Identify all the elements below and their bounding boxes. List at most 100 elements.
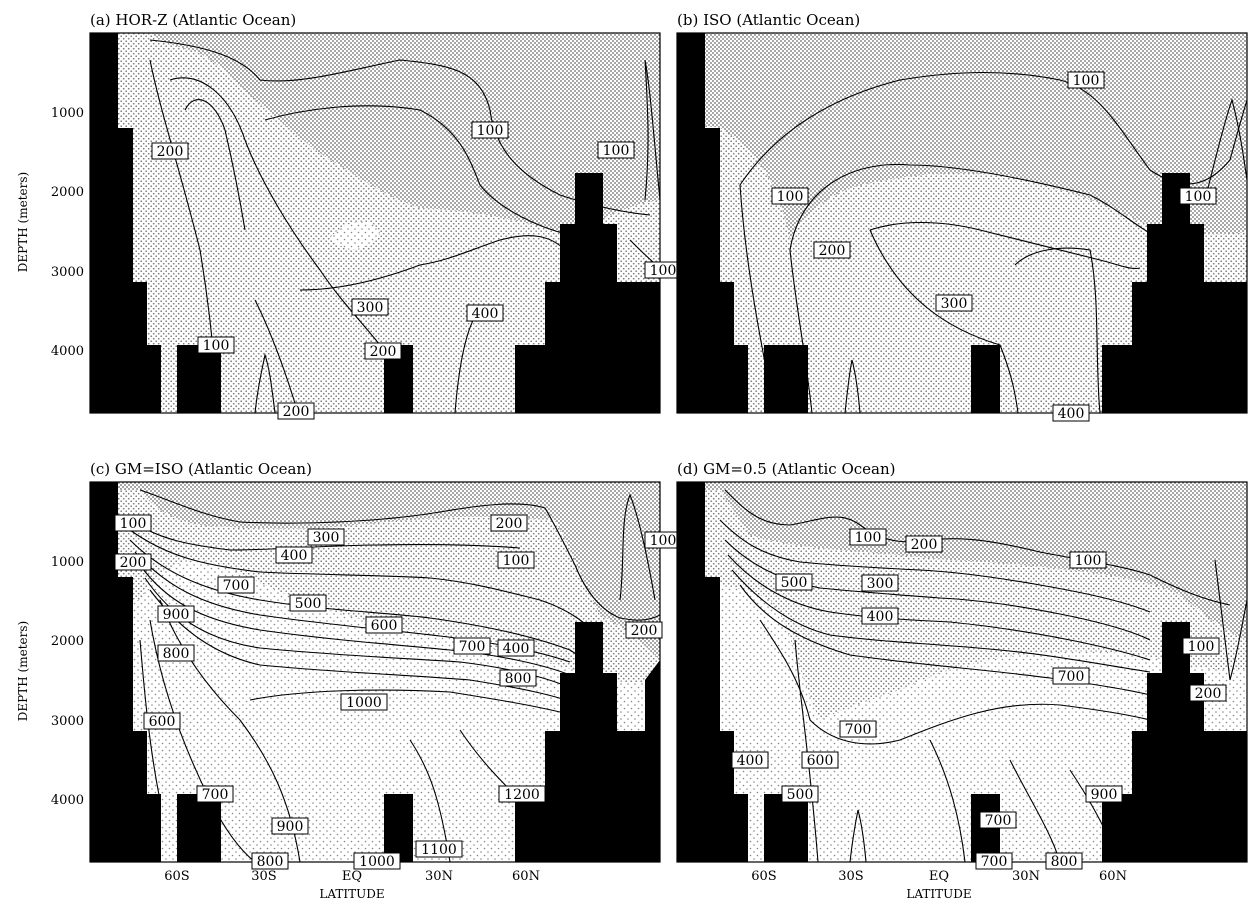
panel-d-xtick-label: EQ	[929, 869, 949, 884]
panel-b-contour-400	[1014, 247, 1101, 414]
panel-c-xticks: 60S 30S EQ 30N 60N	[164, 869, 540, 884]
contour-label: 100	[771, 187, 809, 205]
panel-b-land	[677, 33, 1247, 413]
panel-d: (d) GM=0.5 (Atlantic Ocean) 60	[676, 460, 1248, 901]
contour-label-text: 600	[371, 618, 398, 634]
panel-c-land-north	[515, 622, 660, 862]
contour-label: 300	[307, 528, 345, 546]
contour-label: 100	[471, 121, 509, 139]
panel-c-contour-900	[159, 599, 301, 863]
contour-label: 700	[217, 576, 255, 594]
panel-b-land-north	[1102, 173, 1247, 413]
contour-label: 400	[275, 546, 313, 564]
contour-label: 500	[781, 785, 819, 803]
panel-d-contour-100-right	[1214, 559, 1248, 681]
contour-label: 700	[1052, 667, 1090, 685]
panel-a-contour-200-inner	[184, 99, 246, 231]
contour-label-text: 800	[505, 671, 532, 687]
panel-a-land-north	[515, 173, 660, 413]
contour-label: 300	[351, 298, 389, 316]
panel-d-contour-200	[719, 519, 1151, 613]
contour-label-text: 700	[459, 639, 486, 655]
panel-d-land-north	[1102, 622, 1247, 862]
panel-a-title: (a) HOR-Z (Atlantic Ocean)	[90, 11, 296, 29]
panel-a-ytick-label: 3000	[51, 265, 84, 280]
contour-label-text: 100	[120, 516, 147, 532]
contour-label-text: 900	[277, 819, 304, 835]
contour-label: 100	[197, 336, 235, 354]
panel-a-contour-400	[299, 235, 566, 291]
contour-label-text: 100	[203, 338, 230, 354]
contour-label: 100	[644, 261, 682, 279]
contour-label-text: 100	[650, 533, 677, 549]
contour-label-text: 600	[807, 753, 834, 769]
panel-c-ytick-label: 4000	[51, 793, 84, 808]
contour-label: 500	[775, 573, 813, 591]
panel-d-xtick-label: 60S	[751, 869, 776, 884]
panel-a-contour-300-lower	[254, 299, 299, 414]
panel-a-low-region	[90, 33, 660, 232]
panel-d-xtick-label: 30N	[1012, 869, 1040, 884]
panel-c-xtick-label: 30S	[251, 869, 276, 884]
contour-label: 800	[1045, 852, 1083, 870]
contour-label-text: 900	[1091, 787, 1118, 803]
contour-label-text: 500	[295, 596, 322, 612]
contour-label-text: 200	[496, 516, 523, 532]
contour-label: 100	[1067, 71, 1105, 89]
panel-b-contour-100-right	[1204, 98, 1248, 201]
panel-d-land-ridge-south	[764, 794, 808, 862]
panel-d-title: (d) GM=0.5 (Atlantic Ocean)	[677, 460, 895, 478]
contour-label-text: 100	[650, 263, 677, 279]
panel-c-land-south	[90, 482, 161, 862]
panel-b-frame	[676, 32, 1248, 414]
contour-label-text: 800	[163, 646, 190, 662]
contour-label-text: 400	[281, 548, 308, 564]
contour-label-text: 200	[631, 623, 658, 639]
contour-label-text: 1100	[421, 842, 457, 858]
contour-label-text: 800	[1051, 854, 1078, 870]
contour-label: 1200	[498, 785, 546, 803]
contour-label: 100	[849, 528, 887, 546]
panel-d-low-region	[677, 482, 1247, 640]
panel-c-ylabel: DEPTH (meters)	[16, 621, 30, 721]
contour-label-text: 100	[777, 189, 804, 205]
panel-d-land-south	[677, 482, 748, 862]
contour-label: 400	[861, 607, 899, 625]
contour-label: 200	[151, 142, 189, 160]
contour-label-text: 100	[1185, 189, 1212, 205]
contour-label: 700	[979, 811, 1017, 829]
contour-label: 100	[114, 514, 152, 532]
panel-b-title: (b) ISO (Atlantic Ocean)	[677, 11, 860, 29]
contour-label-text: 200	[1195, 686, 1222, 702]
contour-label: 200	[364, 342, 402, 360]
panel-d-contour-700	[759, 619, 1151, 745]
contour-label: 900	[271, 817, 309, 835]
panel-a-contour-labels: 200 100 100 100 300 400 100 200 200	[151, 121, 682, 420]
contour-label: 100	[1182, 637, 1220, 655]
panel-c-title: (c) GM=ISO (Atlantic Ocean)	[90, 460, 312, 478]
panel-c: (c) GM=ISO (Atlantic Ocean)	[16, 460, 682, 901]
panel-b-contour-labels: 100 100 100 200 300 400	[771, 71, 1217, 422]
panel-c-contour-300	[129, 529, 601, 641]
contour-label-text: 100	[1073, 73, 1100, 89]
panel-c-land-ridge-eq	[384, 794, 413, 862]
panel-a-yticks: 1000 2000 3000 4000	[51, 106, 84, 359]
contour-label-text: 100	[477, 123, 504, 139]
panel-d-frame	[676, 481, 1248, 863]
contour-label: 200	[813, 241, 851, 259]
contour-label-text: 100	[1075, 553, 1102, 569]
contour-label-text: 400	[472, 306, 499, 322]
panel-d-contour-600-down	[794, 639, 819, 863]
contour-label: 400	[1052, 404, 1090, 422]
contour-label-text: 300	[941, 296, 968, 312]
panel-b-land-ridge-south	[764, 345, 808, 413]
contour-label: 1100	[415, 840, 463, 858]
panel-b-contours	[739, 71, 1248, 414]
contour-label-text: 200	[283, 404, 310, 420]
contour-label-text: 200	[370, 344, 397, 360]
panel-a-high-region	[330, 221, 380, 250]
panel-c-yticks: 1000 2000 3000 4000	[51, 555, 84, 808]
contour-label-text: 700	[1058, 669, 1085, 685]
panel-d-contour-labels: 100 200 100 500 300 400 100 700 200 700 …	[731, 528, 1227, 870]
